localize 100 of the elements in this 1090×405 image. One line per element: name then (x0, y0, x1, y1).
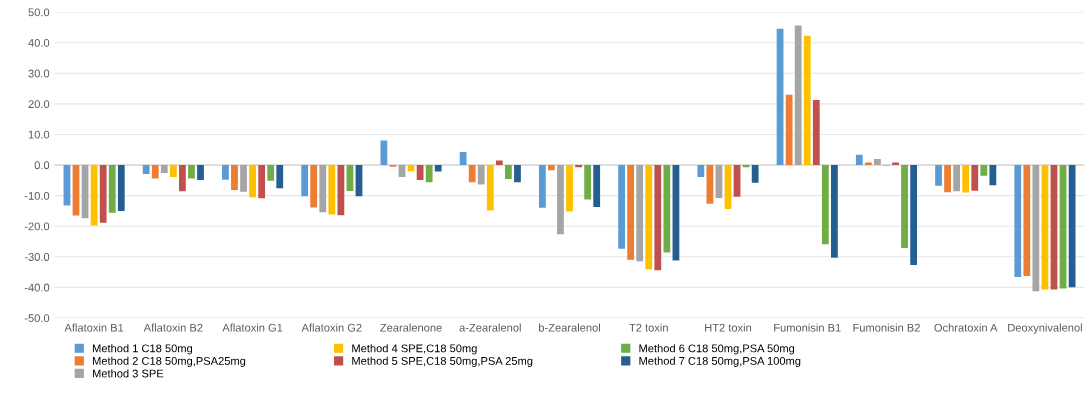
bar (319, 165, 327, 213)
y-tick-label: -10.0 (24, 191, 50, 200)
y-tick-label: 40.0 (28, 38, 50, 47)
bar (962, 165, 970, 193)
bar (240, 165, 247, 192)
bar (910, 165, 918, 266)
bar (514, 165, 521, 183)
bar (249, 165, 256, 198)
bar (169, 165, 177, 177)
bar (1032, 165, 1040, 292)
y-tick-label: 20.0 (28, 100, 50, 109)
bar (575, 165, 582, 168)
bar (142, 165, 150, 174)
bar (821, 165, 829, 245)
bar (812, 99, 820, 166)
bar (785, 94, 793, 166)
bar (301, 165, 309, 197)
x-tick-label: T2 toxin (629, 323, 668, 332)
x-tick-label: Aflatoxin G2 (301, 323, 362, 332)
bar (416, 165, 424, 181)
x-tick-label: Aflatoxin B2 (143, 323, 203, 332)
bar (538, 165, 546, 208)
bar (188, 165, 195, 179)
x-tick-label: HT2 toxin (705, 323, 752, 332)
bar (486, 165, 494, 211)
x-tick-label: a-Zearalenol (459, 323, 521, 332)
bar (654, 165, 662, 271)
y-tick-label: -50.0 (24, 314, 50, 323)
bar (337, 165, 345, 216)
bar (953, 165, 961, 192)
bar (328, 165, 336, 215)
bar (495, 160, 503, 166)
bar (380, 140, 388, 166)
bar (179, 165, 186, 192)
bar (645, 165, 653, 270)
bar (468, 165, 476, 183)
y-tick-label: 30.0 (28, 69, 50, 78)
bar (1014, 165, 1022, 277)
bar (90, 165, 98, 226)
legend-label: Method 4 SPE,C18 50mg (352, 344, 477, 355)
legend-label: Method 5 SPE,C18 50mg,PSA 25mg (352, 356, 533, 368)
bar (197, 165, 204, 181)
bar (99, 165, 107, 223)
x-tick-label: Aflatoxin B1 (64, 323, 124, 332)
bar (751, 165, 759, 183)
y-tick-label: -30.0 (24, 253, 50, 261)
bar (434, 165, 442, 172)
bar (706, 165, 714, 204)
bar (944, 165, 951, 193)
bar (505, 165, 512, 180)
bar (108, 165, 116, 213)
bar (276, 165, 284, 189)
bar (663, 165, 671, 253)
bar (548, 165, 555, 171)
bar (459, 151, 467, 166)
bar (1023, 165, 1031, 277)
x-tick-label: Aflatoxin G1 (222, 323, 283, 332)
x-tick-label: Deoxynivalenol (1008, 323, 1082, 334)
bar (697, 165, 705, 177)
y-tick-label: 50.0 (28, 8, 50, 17)
x-tick-label: Fumonisin B1 (774, 323, 841, 332)
bar (636, 165, 644, 262)
bar (477, 165, 485, 185)
bar (831, 165, 838, 258)
bar (794, 25, 802, 166)
y-tick-label: -40.0 (24, 283, 50, 292)
bar (310, 165, 318, 208)
bar (874, 158, 881, 166)
bar (593, 165, 601, 207)
bar (584, 165, 592, 200)
bar (566, 165, 573, 212)
bar (267, 165, 275, 181)
y-tick-label: 0.0 (34, 161, 50, 170)
bar (855, 154, 863, 166)
x-tick-label: Fumonisin B2 (853, 323, 920, 332)
y-tick-label: 10.0 (28, 130, 50, 139)
bar (151, 165, 159, 179)
legend-label: Method 1 C18 50mg (92, 344, 193, 355)
legend-label: Method 6 C18 50mg,PSA 50mg (639, 344, 795, 355)
bar (557, 165, 564, 235)
bar (627, 165, 635, 260)
bar (742, 165, 750, 168)
bar (901, 165, 908, 248)
x-tick-label: Zearalenone (380, 323, 442, 332)
bar (935, 165, 942, 186)
bar (117, 165, 125, 211)
bar (618, 165, 625, 249)
bar (989, 165, 997, 186)
bar (258, 165, 266, 199)
bar (803, 35, 811, 166)
bar (222, 165, 229, 180)
x-tick-label: Ochratoxin A (934, 323, 998, 332)
legend-label: Method 3 SPE (92, 369, 164, 378)
bar (980, 165, 988, 176)
bar (160, 165, 168, 173)
legend-label: Method 2 C18 50mg,PSA25mg (92, 356, 246, 368)
legend-label: Method 7 C18 50mg,PSA 100mg (639, 356, 801, 368)
x-tick-label: b-Zearalenol (539, 323, 600, 332)
bar (425, 165, 433, 183)
y-tick-label: -20.0 (24, 222, 50, 231)
